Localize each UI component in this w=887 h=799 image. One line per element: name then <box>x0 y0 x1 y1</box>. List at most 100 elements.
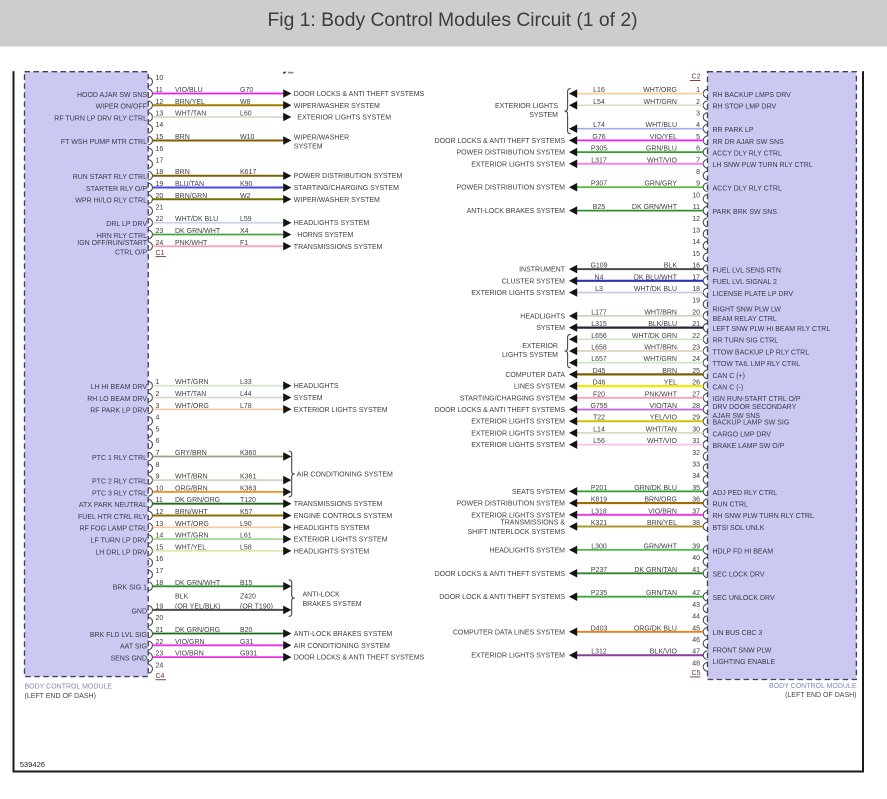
svg-text:INSTRUMENT: INSTRUMENT <box>519 267 566 274</box>
svg-text:BRK SIG 1: BRK SIG 1 <box>113 585 147 592</box>
svg-text:EXTERIOR LIGHTS SYSTEM: EXTERIOR LIGHTS SYSTEM <box>471 419 565 426</box>
svg-text:17: 17 <box>692 274 700 281</box>
svg-text:C5: C5 <box>692 670 701 677</box>
svg-text:ENGINE CONTROLS SYSTEM: ENGINE CONTROLS SYSTEM <box>294 513 393 520</box>
svg-text:21: 21 <box>156 205 164 212</box>
svg-text:EXTERIOR: EXTERIOR <box>522 343 558 350</box>
svg-text:16: 16 <box>156 146 164 153</box>
svg-text:21: 21 <box>156 627 164 634</box>
svg-text:G755: G755 <box>590 403 607 410</box>
svg-text:L177: L177 <box>591 309 607 316</box>
svg-text:RF TURN LP DRV RLY CTRL: RF TURN LP DRV RLY CTRL <box>54 115 147 122</box>
svg-text:RH BACKUP LMPS DRV: RH BACKUP LMPS DRV <box>713 92 792 99</box>
svg-text:26: 26 <box>692 380 700 387</box>
svg-text:39: 39 <box>692 543 700 550</box>
svg-text:ORG/DK BLU: ORG/DK BLU <box>634 625 677 632</box>
svg-text:C2: C2 <box>692 74 701 81</box>
svg-text:GRN/BLU: GRN/BLU <box>646 146 677 153</box>
svg-text:4: 4 <box>696 122 700 129</box>
svg-text:RR PARK LP: RR PARK LP <box>713 127 754 134</box>
svg-text:23: 23 <box>156 228 164 235</box>
svg-text:C1: C1 <box>156 250 165 257</box>
svg-text:HEADLIGHTS: HEADLIGHTS <box>520 313 565 320</box>
svg-text:RF PARK LP DRV: RF PARK LP DRV <box>90 408 147 415</box>
svg-text:N4: N4 <box>595 274 604 281</box>
svg-text:L656: L656 <box>591 333 607 340</box>
svg-text:BRN/WHT: BRN/WHT <box>175 509 208 516</box>
svg-text:12: 12 <box>692 216 700 223</box>
svg-text:WHT/DK BLU: WHT/DK BLU <box>175 216 218 223</box>
svg-text:CARGO LMP DRV: CARGO LMP DRV <box>713 431 772 438</box>
svg-text:VIO/YEL: VIO/YEL <box>650 134 677 141</box>
svg-text:RR TURN SIG CTRL: RR TURN SIG CTRL <box>713 338 779 345</box>
svg-text:L54: L54 <box>593 99 605 106</box>
svg-text:YEL/VIO: YEL/VIO <box>650 415 678 422</box>
svg-text:Fig 1: Body Control Modules Ci: Fig 1: Body Control Modules Circuit (1 o… <box>268 10 638 31</box>
svg-text:42: 42 <box>692 590 700 597</box>
svg-text:K617: K617 <box>240 169 256 176</box>
svg-text:HRN RLY CTRL: HRN RLY CTRL <box>97 233 147 240</box>
svg-text:LF TURN LP DRV: LF TURN LP DRV <box>91 538 148 545</box>
svg-text:21: 21 <box>692 321 700 328</box>
svg-text:L658: L658 <box>591 345 607 352</box>
svg-text:46: 46 <box>692 637 700 644</box>
svg-text:G31: G31 <box>240 639 253 646</box>
svg-text:D45: D45 <box>593 368 606 375</box>
svg-text:5: 5 <box>156 426 160 433</box>
svg-text:WHT/ORG: WHT/ORG <box>175 403 209 410</box>
svg-text:P237: P237 <box>591 567 607 574</box>
svg-text:K360: K360 <box>240 450 256 457</box>
svg-text:L318: L318 <box>591 508 607 515</box>
svg-text:20: 20 <box>156 615 164 622</box>
svg-text:EXTERIOR LIGHTS SYSTEM: EXTERIOR LIGHTS SYSTEM <box>471 161 565 168</box>
svg-text:LICENSE PLATE LP DRV: LICENSE PLATE LP DRV <box>713 291 794 298</box>
svg-text:17: 17 <box>156 568 164 575</box>
svg-text:22: 22 <box>692 333 700 340</box>
svg-text:SEC UNLOCK DRV: SEC UNLOCK DRV <box>713 595 775 602</box>
svg-text:19: 19 <box>692 298 700 305</box>
svg-text:EXTERIOR LIGHTS SYSTEM: EXTERIOR LIGHTS SYSTEM <box>471 653 565 660</box>
svg-text:L78: L78 <box>240 403 252 410</box>
svg-text:18: 18 <box>156 580 164 587</box>
svg-text:BRN/YEL: BRN/YEL <box>175 99 205 106</box>
svg-text:13: 13 <box>156 521 164 528</box>
svg-text:(OR YEL/BLK): (OR YEL/BLK) <box>175 603 220 610</box>
svg-text:29: 29 <box>692 415 700 422</box>
svg-text:25: 25 <box>692 368 700 375</box>
svg-text:YEL: YEL <box>664 380 677 387</box>
svg-text:RH SNW PLW TURN RLY CTRL: RH SNW PLW TURN RLY CTRL <box>713 513 814 520</box>
svg-text:24: 24 <box>156 240 164 247</box>
svg-text:PNK/WHT: PNK/WHT <box>645 391 678 398</box>
svg-text:ACCY DLY RLY CTRL: ACCY DLY RLY CTRL <box>713 186 782 193</box>
svg-text:DOOR LOCKS & ANTI THEFT SYSTEM: DOOR LOCKS & ANTI THEFT SYSTEMS <box>435 138 566 145</box>
svg-text:K361: K361 <box>240 474 256 481</box>
svg-text:FRONT SNW PLW: FRONT SNW PLW <box>713 648 772 655</box>
svg-text:12: 12 <box>156 509 164 516</box>
svg-text:DRV DOOR SECONDARY: DRV DOOR SECONDARY <box>713 404 797 411</box>
svg-text:WHT/DK GRN: WHT/DK GRN <box>632 333 677 340</box>
svg-text:L312: L312 <box>591 649 607 656</box>
svg-text:PARK BRK SW SNS: PARK BRK SW SNS <box>713 209 778 216</box>
svg-text:5: 5 <box>696 134 700 141</box>
svg-text:SYSTEM: SYSTEM <box>294 144 323 151</box>
svg-text:T22: T22 <box>593 415 605 422</box>
svg-text:BODY CONTROL MODULE: BODY CONTROL MODULE <box>25 684 113 691</box>
svg-text:WHT/BRN: WHT/BRN <box>644 345 677 352</box>
svg-text:K619: K619 <box>591 497 607 504</box>
svg-text:12: 12 <box>156 99 164 106</box>
svg-text:48: 48 <box>692 660 700 667</box>
svg-text:G70: G70 <box>240 87 253 94</box>
svg-text:BRAKE LAMP SW O/P: BRAKE LAMP SW O/P <box>713 443 785 450</box>
svg-text:RUN CTRL: RUN CTRL <box>713 502 748 509</box>
svg-text:RF FOG LAMP CTRL: RF FOG LAMP CTRL <box>79 526 147 533</box>
svg-text:28: 28 <box>692 403 700 410</box>
svg-text:10: 10 <box>156 485 164 492</box>
svg-text:WHT/DK BLU: WHT/DK BLU <box>634 286 677 293</box>
svg-text:31: 31 <box>692 438 700 445</box>
svg-text:DOOR LOCKS & ANTI THEFT SYSTEM: DOOR LOCKS & ANTI THEFT SYSTEMS <box>435 407 566 414</box>
svg-text:WHT/BLU: WHT/BLU <box>646 122 678 129</box>
svg-text:TRANSMISSIONS SYSTEM: TRANSMISSIONS SYSTEM <box>294 501 383 508</box>
svg-text:POWER DISTRIBUTION SYSTEM: POWER DISTRIBUTION SYSTEM <box>456 185 565 192</box>
svg-text:FUEL LVL SIGNAL 2: FUEL LVL SIGNAL 2 <box>713 279 778 286</box>
svg-text:15: 15 <box>692 251 700 258</box>
